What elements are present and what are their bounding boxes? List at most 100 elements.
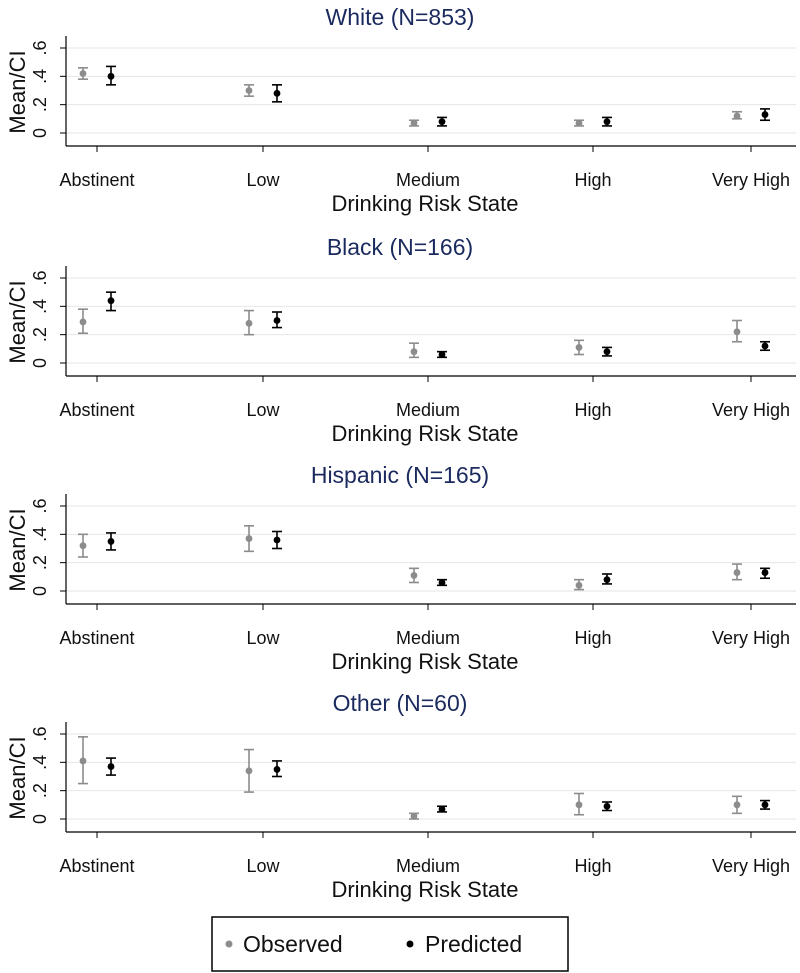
series-predicted	[106, 757, 770, 813]
data-point	[79, 757, 87, 765]
y-tick-label: .4	[30, 527, 50, 542]
x-tick-label-very-high: Very High	[712, 400, 790, 420]
series-observed	[78, 736, 742, 820]
y-axis-title: Mean/CI	[5, 736, 30, 819]
y-tick-label: .2	[30, 327, 50, 342]
legend-box	[211, 916, 569, 972]
data-point	[603, 118, 611, 126]
data-point	[273, 536, 281, 544]
x-axis-title: Drinking Risk State	[331, 191, 518, 216]
series-predicted	[106, 530, 770, 587]
data-point	[575, 801, 583, 809]
data-point	[438, 579, 446, 586]
data-point	[761, 801, 769, 809]
x-tick-label-medium: Medium	[396, 400, 460, 420]
x-tick-label-very-high: Very High	[712, 628, 790, 648]
data-point	[603, 802, 611, 810]
data-point	[410, 348, 418, 356]
data-point	[273, 317, 281, 324]
y-tick-label: .4	[30, 69, 50, 84]
y-tick-label: 0	[30, 586, 50, 596]
data-point	[79, 70, 87, 77]
data-point	[603, 576, 611, 584]
data-point	[733, 569, 741, 576]
series-predicted	[106, 65, 770, 127]
y-axis-title: Mean/CI	[5, 508, 30, 591]
data-point	[575, 119, 583, 127]
data-point	[107, 538, 115, 545]
y-tick-label: 0	[30, 814, 50, 824]
x-axis-title: Drinking Risk State	[331, 421, 518, 446]
series-observed	[78, 67, 742, 127]
data-point	[733, 112, 741, 120]
series-observed	[78, 308, 742, 359]
data-point	[575, 581, 583, 589]
data-point	[733, 801, 741, 809]
x-tick-label-very-high: Very High	[712, 170, 790, 190]
data-point	[79, 318, 87, 326]
y-tick-label: .6	[30, 40, 50, 55]
x-tick-label-abstinent: Abstinent	[59, 856, 134, 876]
data-point	[273, 89, 281, 97]
x-tick-label-abstinent: Abstinent	[59, 400, 134, 420]
y-tick-label: .2	[30, 555, 50, 570]
data-point	[575, 344, 583, 351]
x-tick-label-high: High	[574, 400, 611, 420]
y-tick-label: .2	[30, 97, 50, 112]
data-point	[273, 766, 281, 773]
y-tick-label: 0	[30, 128, 50, 138]
x-tick-label-medium: Medium	[396, 628, 460, 648]
x-axis-title: Drinking Risk State	[331, 877, 518, 902]
data-point	[245, 767, 253, 775]
data-point	[410, 119, 418, 127]
y-tick-label: .4	[30, 299, 50, 314]
legend-marker-observed	[225, 940, 233, 948]
panel-title: Hispanic (N=165)	[311, 462, 489, 488]
data-point	[761, 111, 769, 118]
legend-label-observed: Observed	[243, 931, 343, 957]
y-axis-title: Mean/CI	[5, 50, 30, 133]
x-tick-label-high: High	[574, 170, 611, 190]
x-tick-label-high: High	[574, 856, 611, 876]
y-tick-label: .4	[30, 755, 50, 770]
data-point	[410, 812, 418, 820]
y-axis-title: Mean/CI	[5, 280, 30, 363]
panel-title: Black (N=166)	[327, 234, 473, 260]
data-point	[438, 351, 446, 358]
panel-title: White (N=853)	[326, 4, 475, 30]
data-point	[245, 535, 253, 542]
x-tick-label-abstinent: Abstinent	[59, 628, 134, 648]
x-tick-label-low: Low	[246, 400, 280, 420]
data-point	[438, 118, 446, 126]
x-tick-label-very-high: Very High	[712, 856, 790, 876]
data-point	[245, 319, 253, 327]
data-point	[245, 87, 253, 94]
x-tick-label-abstinent: Abstinent	[59, 170, 134, 190]
x-tick-label-low: Low	[246, 170, 280, 190]
y-tick-label: .6	[30, 270, 50, 285]
data-point	[79, 542, 87, 550]
data-point	[438, 805, 446, 813]
legend-label-predicted: Predicted	[425, 931, 522, 957]
x-tick-label-high: High	[574, 628, 611, 648]
x-tick-label-low: Low	[246, 856, 280, 876]
data-point	[107, 72, 115, 80]
series-predicted	[106, 291, 770, 359]
data-point	[761, 342, 769, 350]
legend-marker-predicted	[406, 940, 414, 948]
y-tick-label: .2	[30, 783, 50, 798]
legend: Observed Predicted	[211, 916, 569, 972]
data-point	[107, 763, 115, 770]
x-tick-label-medium: Medium	[396, 856, 460, 876]
y-tick-label: 0	[30, 358, 50, 368]
data-point	[761, 569, 769, 576]
x-tick-label-low: Low	[246, 628, 280, 648]
y-tick-label: .6	[30, 726, 50, 741]
x-axis-title: Drinking Risk State	[331, 649, 518, 674]
